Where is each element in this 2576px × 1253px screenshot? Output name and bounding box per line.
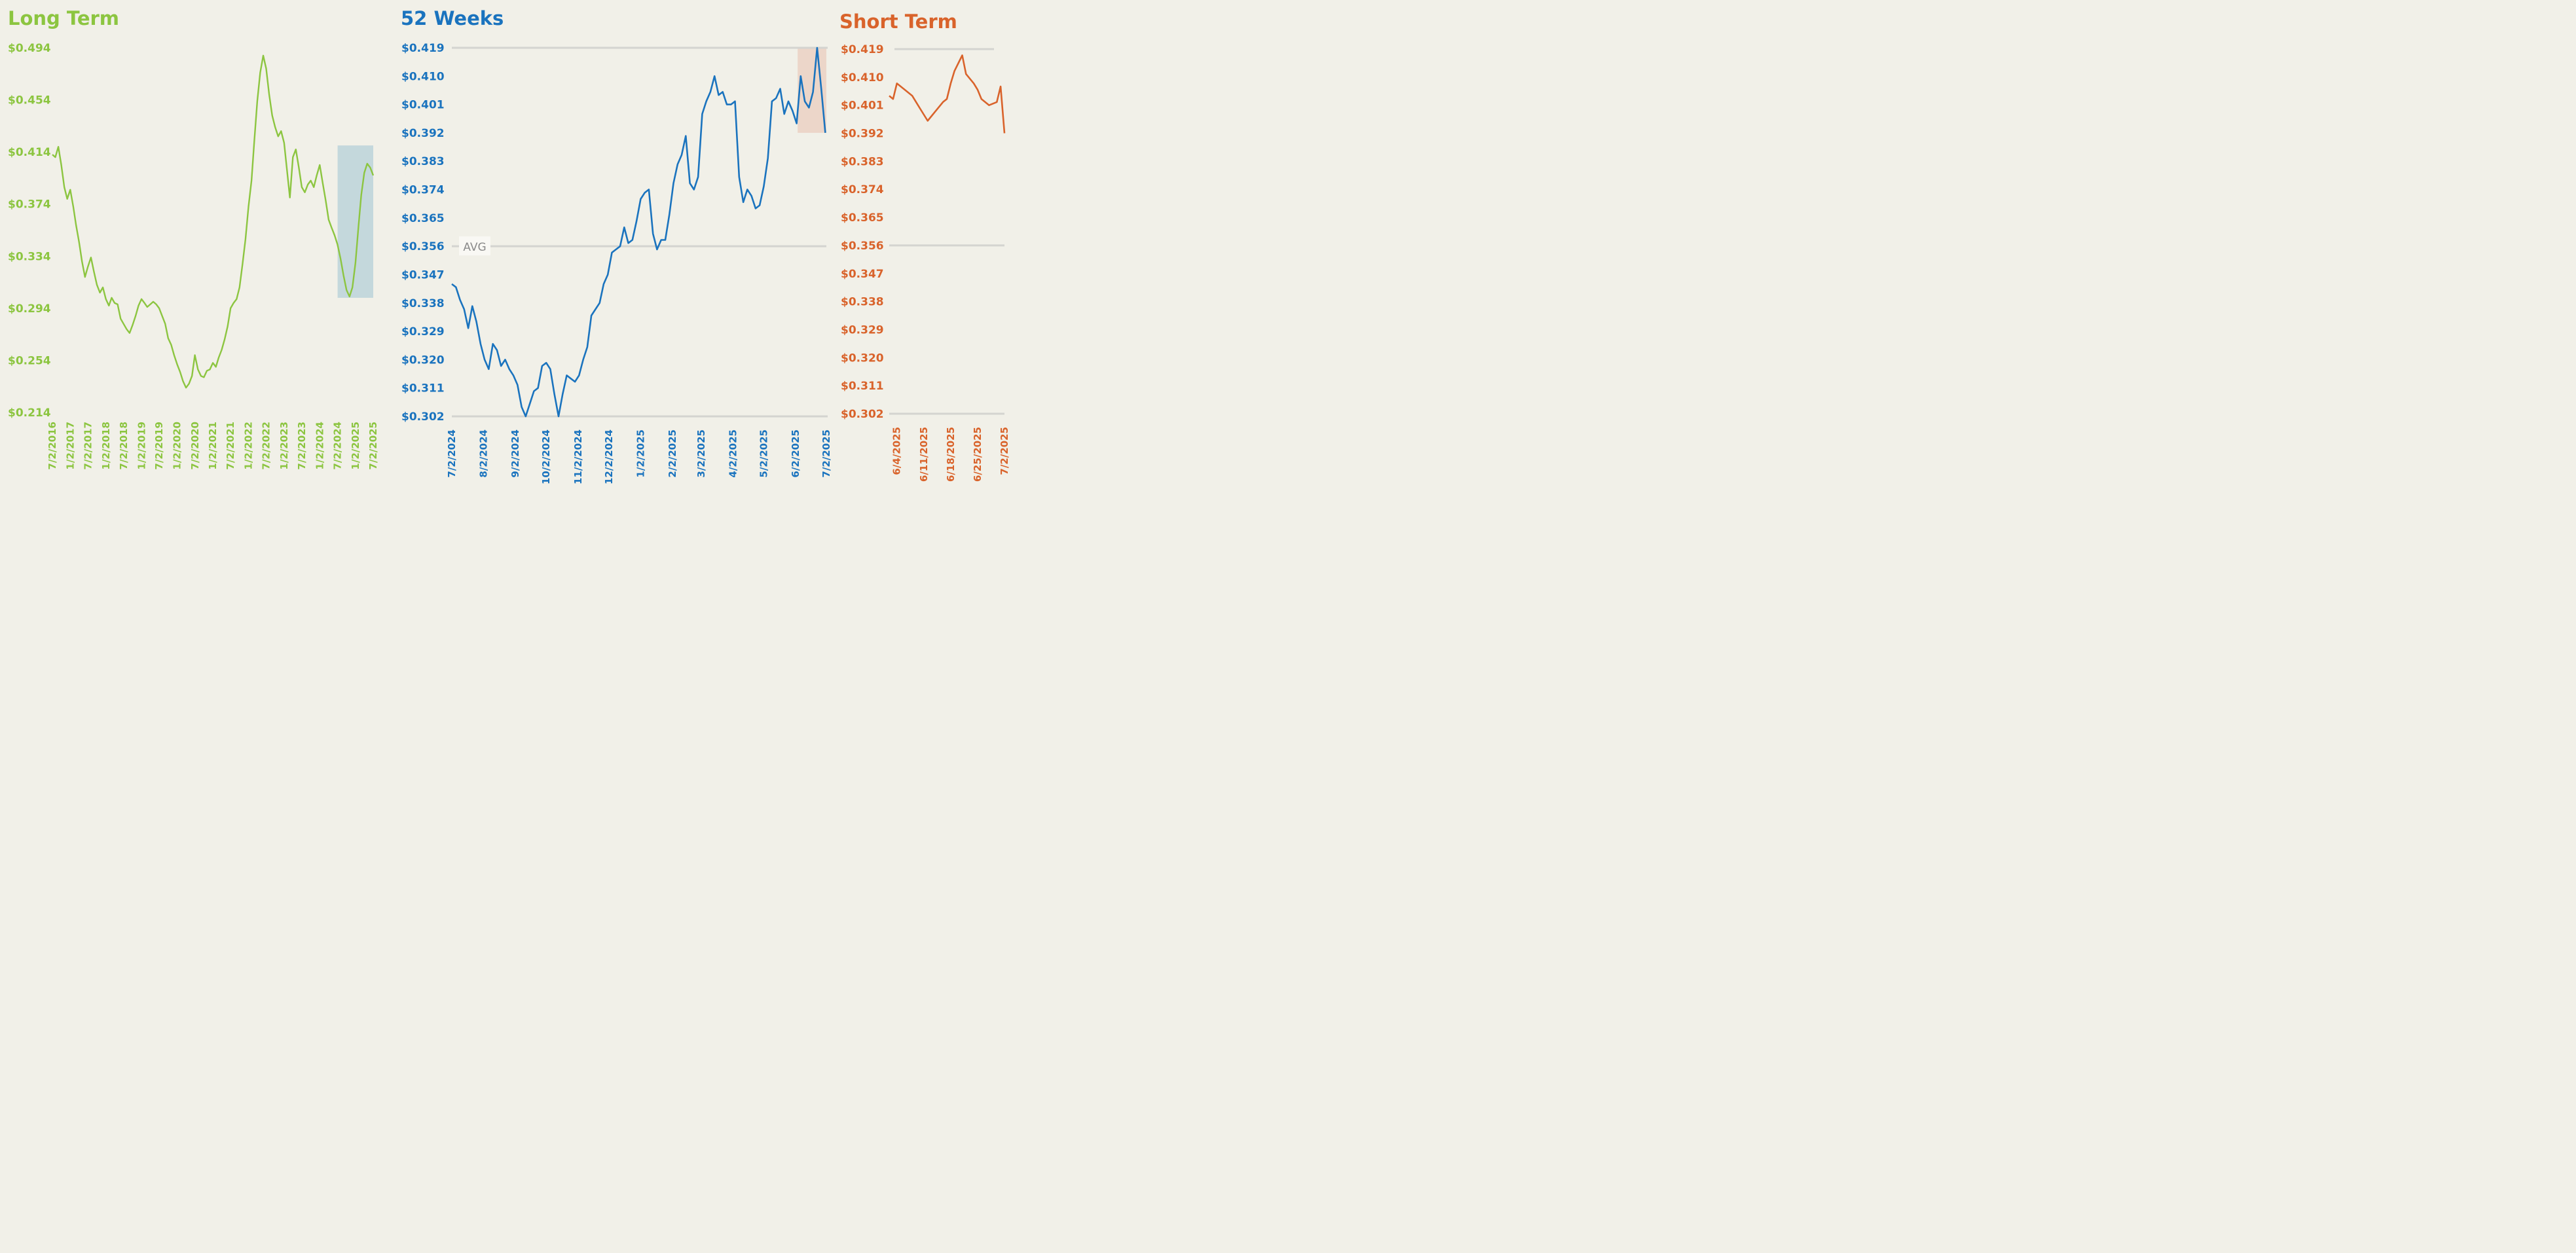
long-y-tick-label: $0.374 — [8, 198, 51, 211]
short-y-tick-label: $0.410 — [841, 71, 884, 84]
short-x-tick-label: 7/2/2025 — [999, 427, 1010, 475]
long-term-title: Long Term — [8, 7, 120, 29]
long-y-tick-label: $0.214 — [8, 407, 51, 420]
weeks52-x-tick-label: 4/2/2025 — [727, 429, 739, 478]
short-y-tick-label: $0.329 — [841, 323, 884, 336]
short-series-line — [889, 54, 1006, 134]
long-series-line — [52, 54, 375, 389]
long-x-tick-label: 7/2/2022 — [261, 422, 272, 470]
long-x-tick-label: 7/2/2016 — [46, 422, 58, 470]
long-y-tick-label: $0.494 — [8, 42, 51, 55]
short-y-tick-label: $0.311 — [841, 380, 884, 393]
weeks52-x-tick-label: 9/2/2024 — [509, 429, 521, 478]
weeks52-y-tick-label: $0.356 — [401, 240, 445, 253]
long-x-tick-label: 7/2/2024 — [332, 422, 344, 470]
weeks52-x-tick-label: 3/2/2025 — [695, 429, 707, 478]
weeks52-y-tick-label: $0.365 — [401, 212, 445, 225]
weeks52-y-tick-label: $0.302 — [401, 410, 445, 424]
long-y-tick-label: $0.334 — [8, 250, 51, 263]
weeks52-y-tick-label: $0.320 — [401, 354, 445, 367]
short-panel: $0.419 $0.410 $0.401 $0.392 $0.383 $0.374 $0.3… — [841, 43, 1010, 482]
short-y-tick-label: $0.374 — [841, 183, 884, 196]
weeks52-panel: AVG $0.419 $0.410 $0.401 $0.392 $0.383 $0.374 $… — [401, 42, 832, 484]
short-x-tick-label: 6/4/2025 — [891, 427, 903, 475]
weeks52-y-tick-label: $0.419 — [401, 42, 445, 55]
weeks52-x-tick-label: 7/2/2025 — [820, 429, 832, 478]
weeks52-avg-label: AVG — [463, 241, 486, 254]
short-y-tick-label: $0.392 — [841, 128, 884, 141]
long-x-tick-label: 7/2/2025 — [367, 422, 379, 470]
chart-dashboard: $0.494 $0.454 $0.414 $0.374 $0.334 $0.294 $0.2… — [0, 0, 1027, 499]
weeks52-y-tick-label: $0.410 — [401, 70, 445, 83]
short-y-tick-label: $0.401 — [841, 100, 884, 113]
weeks52-x-tick-label: 5/2/2025 — [758, 429, 769, 478]
long-x-tick-label: 1/2/2023 — [278, 422, 290, 470]
long-y-tick-label: $0.414 — [8, 146, 51, 159]
long-y-tick-label: $0.294 — [8, 302, 51, 316]
short-y-tick-label: $0.419 — [841, 43, 884, 56]
weeks52-y-tick-label: $0.338 — [401, 297, 445, 310]
long-x-tick-label: 1/2/2017 — [64, 422, 76, 470]
weeks52-y-tick-label: $0.401 — [401, 99, 445, 112]
long-x-tick-label: 7/2/2018 — [118, 422, 130, 470]
long-x-tick-label: 7/2/2019 — [153, 422, 165, 470]
weeks52-y-tick-label: $0.383 — [401, 155, 445, 168]
weeks52-x-tick-label: 11/2/2024 — [572, 429, 584, 484]
weeks52-y-tick-label: $0.347 — [401, 268, 445, 281]
long-y-tick-label: $0.254 — [8, 354, 51, 367]
long-x-tick-label: 1/2/2024 — [314, 422, 325, 470]
long-x-tick-label: 7/2/2017 — [82, 422, 94, 470]
long-x-tick-label: 7/2/2023 — [296, 422, 308, 470]
short-y-tick-label: $0.356 — [841, 240, 884, 253]
long-panel: $0.494 $0.454 $0.414 $0.374 $0.334 $0.294 $0.2… — [8, 42, 379, 470]
short-y-tick-label: $0.383 — [841, 155, 884, 168]
short-x-tick-label: 6/25/2025 — [972, 427, 984, 482]
weeks52-y-tick-label: $0.329 — [401, 325, 445, 338]
weeks52-y-tick-label: $0.392 — [401, 127, 445, 140]
weeks52-y-tick-label: $0.374 — [401, 184, 445, 197]
long-x-tick-label: 1/2/2018 — [100, 422, 112, 470]
short-x-tick-label: 6/11/2025 — [918, 427, 930, 482]
weeks52-x-tick-label: 7/2/2024 — [446, 429, 458, 478]
weeks52-x-tick-label: 8/2/2024 — [478, 429, 490, 478]
long-x-tick-label: 7/2/2021 — [225, 422, 236, 470]
charts-canvas: $0.494 $0.454 $0.414 $0.374 $0.334 $0.294 $0.2… — [8, 42, 1010, 484]
short-x-tick-label: 6/18/2025 — [945, 427, 957, 482]
long-x-tick-label: 1/2/2022 — [243, 422, 255, 470]
long-x-tick-label: 1/2/2020 — [172, 422, 183, 470]
long-x-tick-label: 1/2/2019 — [136, 422, 147, 470]
short-term-title: Short Term — [839, 10, 957, 33]
weeks52-x-tick-label: 6/2/2025 — [790, 429, 801, 478]
long-x-tick-label: 1/2/2021 — [207, 422, 219, 470]
long-x-tick-label: 1/2/2025 — [350, 422, 361, 470]
weeks52-avg-label-box — [459, 236, 490, 256]
weeks52-x-tick-label: 12/2/2024 — [603, 429, 615, 484]
weeks52-x-tick-label: 2/2/2025 — [667, 429, 678, 478]
short-y-tick-label: $0.302 — [841, 408, 884, 421]
short-y-tick-label: $0.347 — [841, 268, 884, 281]
weeks52-x-tick-label: 1/2/2025 — [635, 429, 646, 478]
weeks52-series-line — [451, 46, 826, 418]
weeks52-y-tick-label: $0.311 — [401, 382, 445, 395]
long-y-tick-label: $0.454 — [8, 94, 51, 107]
long-x-tick-label: 7/2/2020 — [189, 422, 201, 470]
52-weeks-title: 52 Weeks — [401, 7, 504, 29]
short-y-tick-label: $0.365 — [841, 211, 884, 225]
weeks52-x-tick-label: 10/2/2024 — [540, 429, 552, 484]
short-y-tick-label: $0.320 — [841, 352, 884, 365]
short-y-tick-label: $0.338 — [841, 296, 884, 309]
